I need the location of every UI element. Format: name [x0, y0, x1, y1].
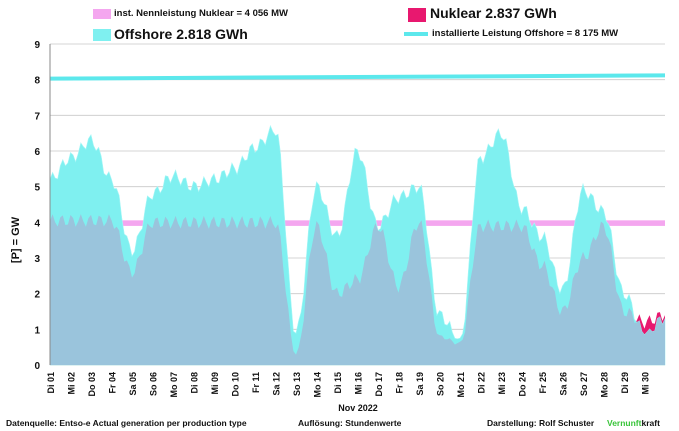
y-tick-label: 6 — [34, 147, 40, 158]
footer-brand-black: kraft — [641, 418, 660, 428]
y-tick-label: 1 — [34, 325, 40, 336]
footer-brand: Vernunftkraft — [607, 418, 660, 428]
legend-swatch-nuklear — [408, 8, 426, 22]
y-tick-label: 5 — [34, 183, 40, 194]
x-tick-label: Mi 02 — [67, 372, 77, 395]
x-tick-label: Do 10 — [231, 372, 241, 397]
x-tick-label: Sa 05 — [128, 372, 138, 396]
x-tick-label: Do 03 — [87, 372, 97, 397]
x-tick-label: Mo 07 — [169, 372, 179, 398]
legend-swatch-nuklear-cap — [93, 9, 111, 19]
x-tick-label: Di 22 — [477, 372, 487, 394]
x-tick-label: Do 17 — [374, 372, 384, 397]
x-tick-label: Di 08 — [190, 372, 200, 394]
x-tick-label: So 13 — [292, 372, 302, 396]
legend-label-nuklear-cap: inst. Nennleistung Nuklear = 4 056 MW — [114, 8, 288, 19]
x-tick-label: So 27 — [579, 372, 589, 396]
legend-label-nuklear: Nuklear 2.837 GWh — [430, 5, 557, 21]
y-tick-label: 4 — [34, 218, 40, 229]
x-tick-label: Mo 28 — [600, 372, 610, 398]
x-tick-label: Sa 19 — [415, 372, 425, 396]
legend-label-offshore-cap: installierte Leistung Offshore = 8 175 M… — [432, 28, 619, 39]
legend-label-offshore: Offshore 2.818 GWh — [114, 26, 248, 42]
x-tick-label: Mi 09 — [210, 372, 220, 395]
area-series — [49, 124, 666, 366]
series-overlap-area — [50, 214, 665, 365]
y-axis-label: [P] = GW — [10, 216, 22, 263]
x-tick-label: So 20 — [436, 372, 446, 396]
y-tick-label: 3 — [34, 254, 40, 265]
x-axis-ticks: Di 01 Mi 02 Do 03 Fr 04 Sa 05 So 06 Mo 07 Di 08… — [46, 372, 651, 398]
capacity-lines — [49, 73, 666, 81]
y-axis-ticks: 0 1 2 3 4 5 6 7 8 9 — [34, 40, 40, 372]
y-tick-label: 2 — [34, 290, 40, 301]
x-tick-label: Di 29 — [620, 372, 630, 394]
x-tick-label: Mo 21 — [456, 372, 466, 398]
y-tick-label: 9 — [34, 40, 40, 51]
y-tick-label: 8 — [34, 76, 40, 87]
x-tick-label: Di 01 — [46, 372, 56, 394]
footer-author: Darstellung: Rolf Schuster — [487, 418, 595, 428]
footer-source: Datenquelle: Entso-e Actual generation p… — [6, 418, 247, 428]
y-tick-label: 0 — [34, 361, 40, 372]
x-tick-label: Fr 18 — [395, 372, 405, 394]
x-tick-label: Fr 11 — [251, 372, 261, 393]
footer-resolution: Auflösung: Stundenwerte — [298, 418, 402, 428]
x-tick-label: Mi 30 — [641, 372, 651, 395]
x-tick-label: Fr 04 — [108, 372, 118, 394]
x-tick-label: Mo 14 — [313, 372, 323, 398]
offshore-capacity-line — [49, 73, 666, 81]
legend-swatch-offshore-cap — [404, 32, 428, 36]
x-tick-label: So 06 — [149, 372, 159, 396]
x-tick-label: Di 15 — [333, 372, 343, 394]
x-tick-label: Fr 25 — [538, 372, 548, 394]
x-tick-label: Do 24 — [518, 372, 528, 397]
x-axis-label: Nov 2022 — [338, 403, 378, 413]
footer-brand-green: Vernunft — [607, 418, 642, 428]
x-tick-label: Sa 26 — [559, 372, 569, 396]
y-tick-label: 7 — [34, 111, 40, 122]
legend-swatch-offshore — [93, 29, 111, 41]
x-tick-label: Sa 12 — [272, 372, 282, 396]
x-tick-label: Mi 23 — [497, 372, 507, 395]
x-tick-label: Mi 16 — [354, 372, 364, 395]
